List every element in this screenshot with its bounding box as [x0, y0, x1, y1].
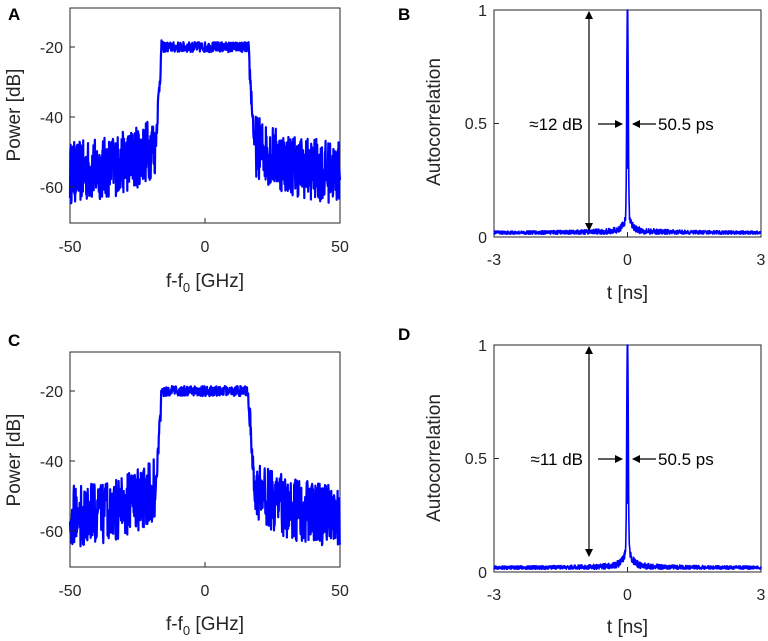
- autocorrelation-line-b: [493, 9, 762, 236]
- panel-d: D 1 0.5 0 -3 0 3 t [ns] Autocorrelation …: [398, 325, 766, 638]
- x-label-rest: [GHz]: [190, 271, 244, 292]
- panel-c: C -20 -40 -60 -50 0 50 f-f0 [GHz] Power …: [4, 331, 349, 638]
- x-tick-label: -3: [487, 587, 501, 604]
- x-label-subscript: 0: [183, 280, 190, 295]
- y-axis-label-b: Autocorrelation: [424, 58, 445, 186]
- x-tick-label: 0: [201, 583, 210, 600]
- y-tick-label: -40: [40, 110, 63, 127]
- y-tick-label: -60: [40, 180, 63, 197]
- x-label-main: f-f: [166, 271, 184, 292]
- panel-b: B 1 0.5 0 -3 0 3 t [ns] Autocorrelation …: [398, 3, 766, 304]
- panel-c-frame: [69, 351, 341, 568]
- x-axis-label-b: t [ns]: [607, 283, 648, 304]
- panel-d-y-ticks: 1 0.5 0: [465, 338, 499, 582]
- width-label-d: 50.5 ps: [658, 450, 714, 469]
- panel-a-y-ticks: -20 -40 -60: [40, 40, 75, 197]
- panel-b-y-ticks: 1 0.5 0: [465, 3, 499, 247]
- x-axis-label-c: f-f0 [GHz]: [166, 614, 244, 638]
- spectrum-line-c: [68, 385, 342, 548]
- x-tick-label: 0: [201, 239, 210, 256]
- x-tick-label: -50: [58, 239, 81, 256]
- panel-a-x-ticks: -50 0 50: [58, 218, 349, 256]
- panel-a: A -20 -40 -60 -50 0 50 f-f0 [GHz] Power …: [4, 5, 349, 295]
- panel-c-x-ticks: -50 0 50: [58, 562, 349, 600]
- x-tick-label: 3: [757, 587, 766, 604]
- x-tick-label: 0: [623, 587, 632, 604]
- panel-letter-b: B: [398, 5, 410, 24]
- y-tick-label: 0: [478, 230, 487, 247]
- panel-letter-c: C: [8, 331, 20, 350]
- dynamic-range-label-b: ≈12 dB: [529, 115, 583, 134]
- y-tick-label: -20: [40, 40, 63, 57]
- y-tick-label: -40: [40, 454, 63, 471]
- spectrum-line-a: [68, 39, 342, 205]
- y-tick-label: 0.5: [465, 451, 487, 468]
- x-tick-label: 50: [331, 583, 349, 600]
- x-axis-label-a: f-f0 [GHz]: [166, 271, 244, 295]
- panel-d-x-ticks: -3 0 3: [487, 567, 766, 604]
- dynamic-range-label-d: ≈11 dB: [531, 450, 584, 469]
- y-tick-label: -60: [40, 524, 63, 541]
- panel-b-x-ticks: -3 0 3: [487, 232, 766, 269]
- y-axis-label-d: Autocorrelation: [424, 394, 445, 522]
- x-label-main: f-f: [166, 614, 184, 635]
- y-tick-label: 1: [478, 3, 487, 20]
- y-axis-label-c: Power [dB]: [4, 414, 25, 507]
- y-axis-label-a: Power [dB]: [4, 69, 25, 162]
- panel-a-frame: [69, 7, 341, 224]
- x-label-subscript: 0: [183, 623, 190, 638]
- x-tick-label: 3: [757, 252, 766, 269]
- y-tick-label: 0.5: [465, 116, 487, 133]
- autocorrelation-line-d: [493, 344, 762, 571]
- y-tick-label: 0: [478, 565, 487, 582]
- x-tick-label: 0: [623, 252, 632, 269]
- panel-letter-d: D: [398, 325, 410, 344]
- x-tick-label: -3: [487, 252, 501, 269]
- panel-letter-a: A: [8, 5, 20, 24]
- x-axis-label-d: t [ns]: [607, 617, 648, 638]
- x-tick-label: 50: [331, 239, 349, 256]
- y-tick-label: -20: [40, 384, 63, 401]
- panel-c-y-ticks: -20 -40 -60: [40, 384, 75, 541]
- x-label-rest: [GHz]: [190, 614, 244, 635]
- width-label-b: 50.5 ps: [658, 115, 714, 134]
- y-tick-label: 1: [478, 338, 487, 355]
- x-tick-label: -50: [58, 583, 81, 600]
